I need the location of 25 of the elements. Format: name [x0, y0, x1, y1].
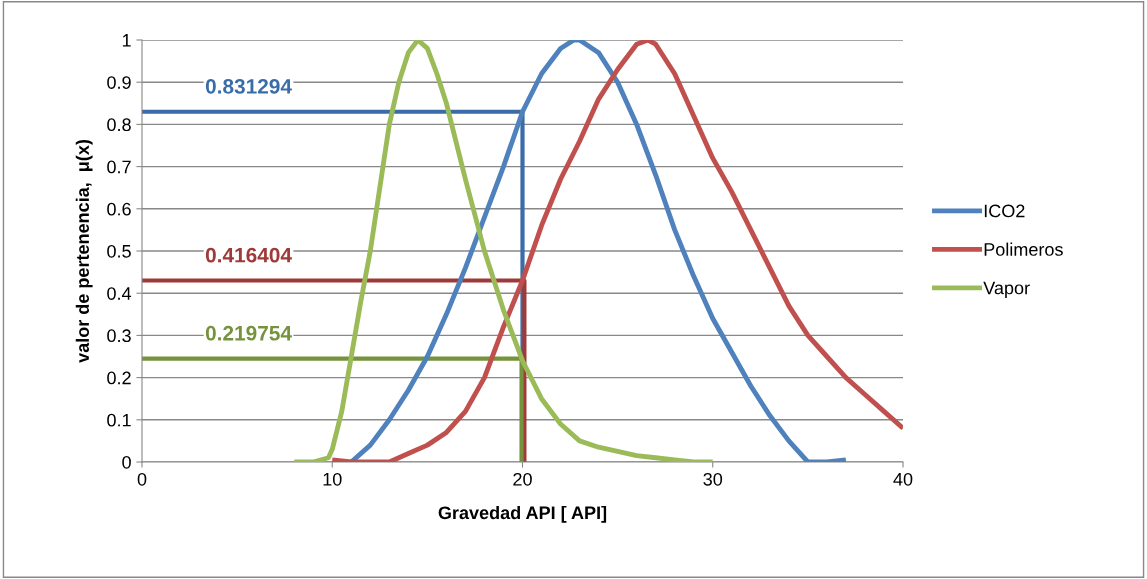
legend-label: Polimeros: [984, 242, 1063, 256]
x-tick-label: 20: [513, 472, 532, 486]
annotation: 0.831294: [205, 78, 292, 94]
y-tick-label: 1: [122, 34, 131, 47]
y-tick-label: 0.3: [107, 329, 131, 343]
line-series: [291, 40, 716, 462]
x-tick-label: 10: [323, 472, 342, 486]
annotation: 0.219754: [205, 325, 292, 341]
annotation: 0.416404: [205, 247, 292, 263]
y-tick-label: 0.5: [107, 244, 131, 258]
x-tick-label: 40: [893, 472, 913, 486]
y-tick-label: 0.6: [107, 202, 131, 216]
y-tick-label: 0: [122, 455, 131, 469]
x-tick-label: 30: [703, 472, 723, 486]
y-tick-label: 0.1: [107, 413, 131, 427]
y-tick-label: 0.9: [107, 76, 131, 89]
x-tick-label: 0: [137, 472, 147, 486]
legend-label: ICO2: [984, 204, 1025, 218]
y-tick-label: 0.8: [107, 118, 131, 132]
y-tick-label: 0.2: [107, 371, 131, 385]
legend-label: Vapor: [983, 281, 1030, 298]
y-tick-label: 0.7: [107, 160, 131, 174]
y-tick-label: 0.4: [107, 287, 132, 300]
y-axis-title: valor de pertenencia, μ(x): [75, 140, 93, 363]
x-axis-title: Gravedad API [ API]: [438, 505, 607, 523]
